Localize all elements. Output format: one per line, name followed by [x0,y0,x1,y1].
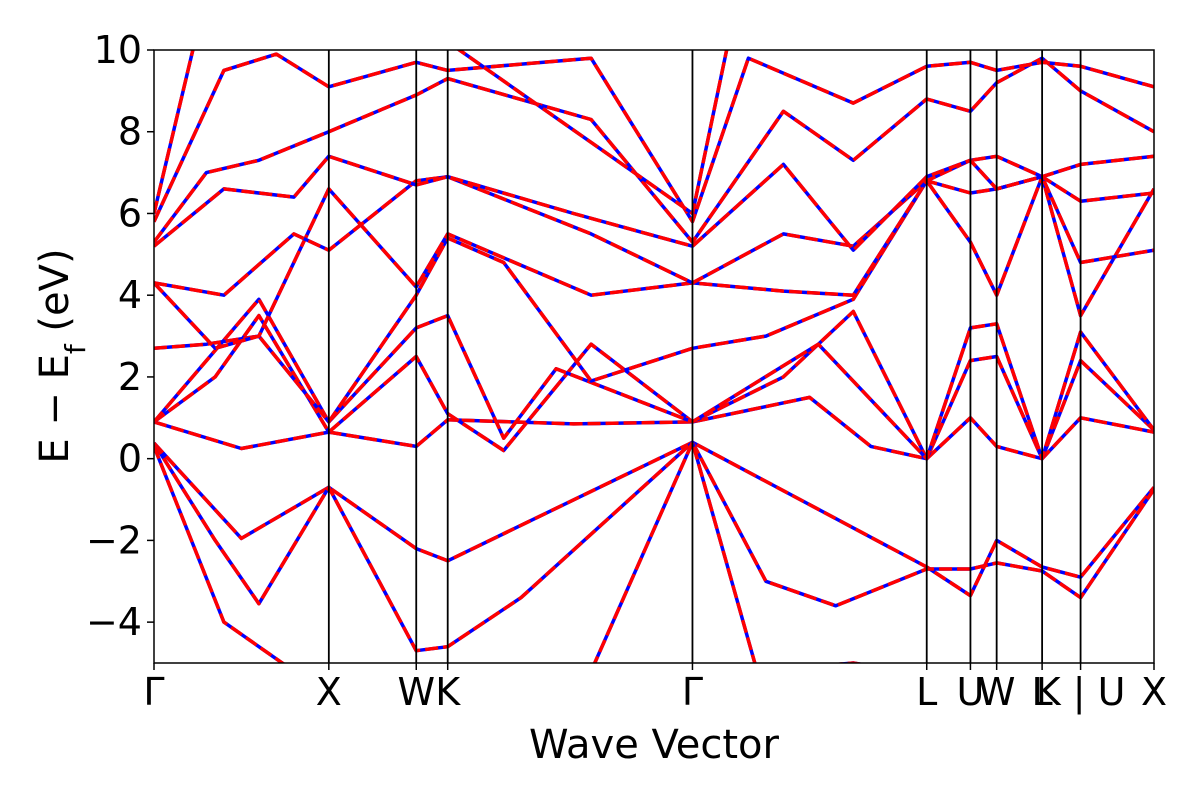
y-axis-label-suffix: (eV) [32,248,78,344]
band-9-series-1 [154,154,1154,252]
band-9-series-0 [154,154,1154,252]
band-6-series-0 [154,174,1154,424]
x-tick-label-8: L [1032,670,1053,714]
y-tick-label-0: −4 [86,600,142,644]
band-1-series-1 [154,440,1154,653]
band-10-series-0 [154,56,1154,244]
band-6-series-1 [154,174,1154,424]
band-12-series-0 [154,50,729,216]
y-tick-label-2: 0 [118,437,142,481]
x-tick-label-4: Γ [682,670,703,714]
x-tick-label-9: K | U [1036,670,1126,715]
band-11-series-1 [154,52,1154,224]
band-0-series-0 [154,440,1154,598]
y-tick-label-4: 4 [118,273,142,317]
x-axis-label: Wave Vector [529,722,780,768]
x-tick-label-1: X [316,670,342,714]
band-10-series-1 [154,56,1154,244]
plot-frame [153,49,1155,664]
x-tick-label-6: U [957,670,985,714]
y-tick-label-3: 2 [118,355,142,399]
x-tick-label-3: K [435,670,461,714]
band-0-series-1 [154,440,1154,598]
x-tick-label-0: Γ [143,670,164,714]
x-tick-label-2: W [397,670,435,714]
y-tick-label-5: 6 [118,191,142,235]
y-axis-label-subscript: f [59,343,92,354]
y-axis-label-prefix: E − E [32,354,78,464]
y-tick-label-1: −2 [86,518,142,562]
y-tick-label-6: 8 [118,110,142,154]
y-axis-label: E − Ef (eV) [32,248,92,463]
band-8-series-1 [154,154,1154,297]
high-symmetry-lines [327,50,1082,663]
band-3-series-1 [154,395,1154,461]
x-tick-label-10: X [1141,670,1167,714]
bands-layer [154,50,1154,663]
band-5-series-1 [154,297,1154,461]
y-axis: −4 −2 0 2 4 6 8 10 [86,28,154,644]
x-tick-label-7: W [978,670,1016,714]
y-tick-label-7: 10 [94,28,142,72]
x-tick-label-5: L [916,670,937,714]
